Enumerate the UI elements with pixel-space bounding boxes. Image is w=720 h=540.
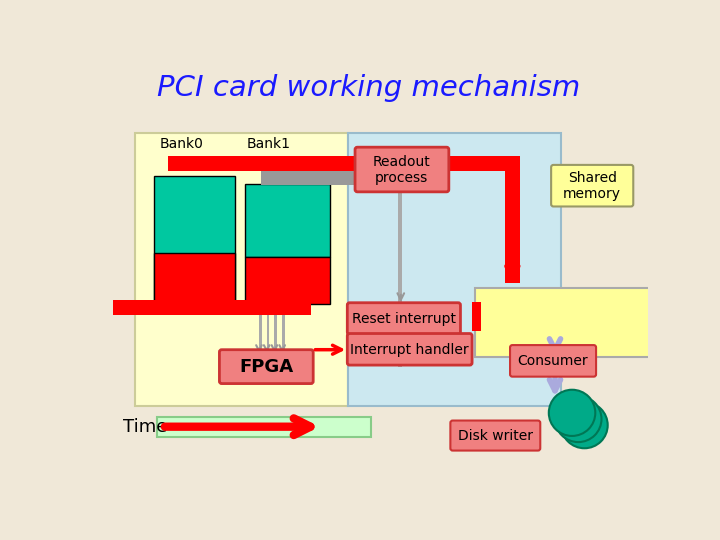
Bar xyxy=(113,300,311,315)
Text: Bank1: Bank1 xyxy=(246,137,290,151)
Bar xyxy=(274,303,277,357)
Text: Interrupt handler: Interrupt handler xyxy=(350,343,469,357)
Bar xyxy=(266,303,269,357)
Bar xyxy=(475,288,667,357)
Bar xyxy=(158,417,371,437)
Bar xyxy=(153,177,235,303)
Bar xyxy=(398,338,402,367)
Text: FPGA: FPGA xyxy=(240,357,294,376)
Text: Bank0: Bank0 xyxy=(160,137,203,151)
Text: Time: Time xyxy=(123,418,168,436)
FancyBboxPatch shape xyxy=(355,147,449,192)
FancyBboxPatch shape xyxy=(551,165,634,206)
Circle shape xyxy=(561,402,608,448)
Text: Disk writer: Disk writer xyxy=(458,429,533,443)
Text: Readout
process: Readout process xyxy=(373,155,431,185)
Text: Reset interrupt: Reset interrupt xyxy=(352,312,456,326)
FancyBboxPatch shape xyxy=(347,334,472,365)
Bar xyxy=(446,156,520,171)
FancyBboxPatch shape xyxy=(451,421,540,450)
Bar xyxy=(282,303,285,357)
Circle shape xyxy=(549,390,595,436)
Bar xyxy=(168,156,443,171)
Bar xyxy=(472,302,482,331)
FancyBboxPatch shape xyxy=(510,345,596,377)
FancyBboxPatch shape xyxy=(347,303,461,334)
Bar xyxy=(153,253,235,303)
Bar xyxy=(398,190,402,305)
Bar xyxy=(348,132,561,406)
Bar xyxy=(135,132,348,406)
Bar xyxy=(245,257,330,303)
Bar xyxy=(505,156,520,283)
Text: PCI card working mechanism: PCI card working mechanism xyxy=(158,74,580,102)
Text: Shared
memory: Shared memory xyxy=(563,171,621,201)
Bar xyxy=(245,184,330,257)
FancyBboxPatch shape xyxy=(220,350,313,383)
Circle shape xyxy=(555,396,601,442)
Bar xyxy=(259,303,261,357)
Bar xyxy=(261,171,396,185)
Text: Consumer: Consumer xyxy=(518,354,588,368)
